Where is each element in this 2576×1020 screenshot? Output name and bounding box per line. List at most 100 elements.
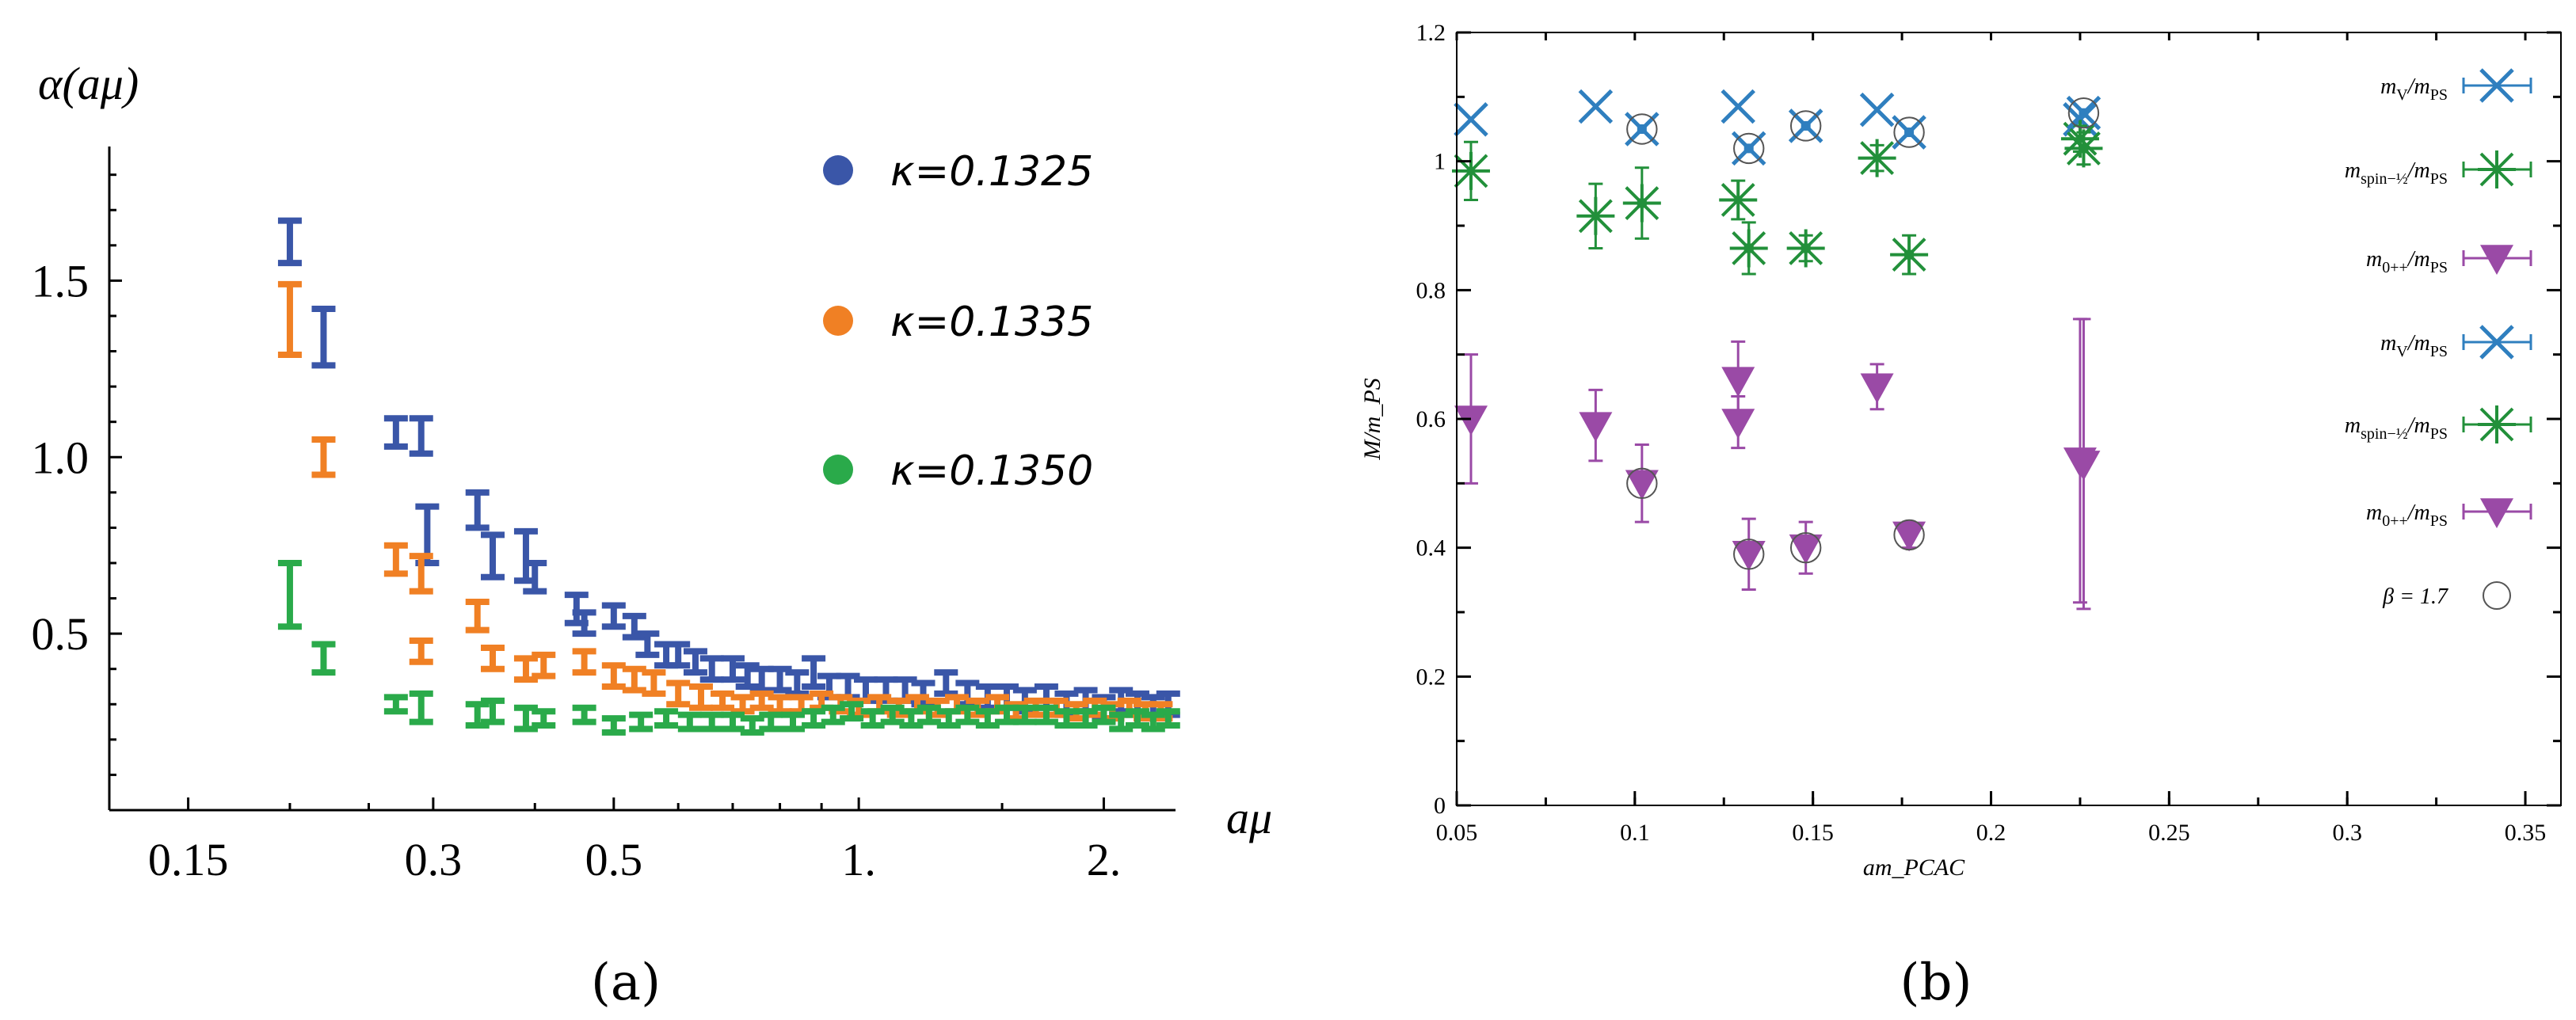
center-dot xyxy=(1801,243,1811,253)
tspan: m xyxy=(2366,247,2382,272)
panel-a-axes: 0.5 1.0 1.5 0.15 0.3 0.5 1. 2. α(aμ) aμ xyxy=(32,58,1273,885)
center-dot xyxy=(1904,530,1915,540)
tspan: /m xyxy=(2406,331,2430,356)
x-tick-label: 0.15 xyxy=(1792,820,1834,846)
x-tick-label: 2. xyxy=(1087,834,1122,885)
tspan: spin−½ xyxy=(2361,170,2408,188)
center-dot xyxy=(2079,143,2089,154)
triangle-marker xyxy=(2480,245,2513,275)
tspan: /m xyxy=(2406,74,2430,99)
y-tick-label: 0.4 xyxy=(1416,535,1446,561)
tspan: PS xyxy=(2430,512,2448,530)
center-dot xyxy=(1637,198,1647,208)
legend-label-visual-3: mV/mPS xyxy=(2380,331,2448,360)
triangle-marker xyxy=(1454,405,1488,436)
circle-marker xyxy=(1789,531,1822,564)
y-tick-label: 0.5 xyxy=(32,608,90,660)
y-tick-label: 1.5 xyxy=(32,255,90,306)
circle-marker xyxy=(1626,113,1658,145)
tspan: 0++ xyxy=(2382,512,2408,530)
center-dot xyxy=(1743,549,1754,559)
caption-b: (b) xyxy=(1900,953,1972,1012)
tspan: m xyxy=(2366,500,2382,525)
x-marker-stroke xyxy=(1454,102,1488,137)
panel-a-legend: κ=0.1325 κ=0.1335 κ=0.1350 xyxy=(823,148,1093,495)
x-marker-stroke xyxy=(2479,325,2514,360)
triangle-marker xyxy=(1721,409,1755,440)
circle-marker xyxy=(1893,519,1925,551)
circle-marker xyxy=(2067,97,2100,129)
center-dot xyxy=(1801,542,1811,553)
circle-marker xyxy=(1733,539,1765,570)
x-tick-label: 0.1 xyxy=(1620,820,1650,846)
series-b-5 xyxy=(1625,318,2101,611)
series-b-0 xyxy=(1454,89,2098,137)
x-marker-stroke xyxy=(1859,92,1895,128)
tspan: V xyxy=(2396,343,2408,360)
series-b-1 xyxy=(1451,120,2099,249)
y-tick-label: 0.8 xyxy=(1416,277,1446,303)
x-marker-stroke xyxy=(2479,68,2514,103)
captions: (a) (b) xyxy=(591,953,1972,1012)
panel-b-legend: m_V/m_PSmV/mPSm_spin-1/2/m_PSmspin−½/mPS… xyxy=(2345,68,2532,610)
y-tick-label: 0.2 xyxy=(1416,664,1446,690)
x-tick-label: 0.5 xyxy=(585,834,643,885)
center-dot xyxy=(1904,128,1915,138)
legend-label-visual-2: m0++/mPS xyxy=(2366,247,2448,276)
x-tick-label: 0.35 xyxy=(2505,820,2547,846)
legend-label-visual-5: m0++/mPS xyxy=(2366,500,2448,530)
series-a-1 xyxy=(277,280,1173,722)
triangle-marker xyxy=(2480,498,2513,528)
y-tick-label: 0.6 xyxy=(1416,406,1446,432)
circle-marker xyxy=(1733,132,1765,165)
tspan: m xyxy=(2345,158,2361,183)
x-tick-label: 0.05 xyxy=(1436,820,1478,846)
series-a-2 xyxy=(277,559,1180,736)
center-dot xyxy=(1743,143,1754,154)
y-tick-label: 1 xyxy=(1434,149,1446,175)
series-b-3 xyxy=(1625,95,2102,166)
panel-b-datapoints xyxy=(1451,89,2103,611)
tspan: /m xyxy=(2406,500,2430,525)
x-marker-stroke xyxy=(1721,89,1756,124)
tspan: m xyxy=(2345,413,2361,438)
x-tick-label: 0.25 xyxy=(2148,820,2190,846)
y-axis-title: M/m_PS xyxy=(1359,378,1385,460)
tspan: PS xyxy=(2430,170,2448,188)
center-dot xyxy=(1904,249,1915,260)
legend-label-2: κ=0.1350 xyxy=(890,447,1093,495)
legend-label-6: β = 1.7 xyxy=(2382,584,2448,609)
x-tick-label: 0.15 xyxy=(148,834,229,885)
tspan: PS xyxy=(2430,343,2448,360)
y-tick-label: 0 xyxy=(1434,793,1446,819)
x-tick-label: 0.3 xyxy=(405,834,463,885)
triangle-marker xyxy=(1721,367,1755,398)
x-tick-label: 0.2 xyxy=(1976,820,2006,846)
center-dot xyxy=(1637,124,1647,134)
series-b-4 xyxy=(1622,129,2103,276)
y-tick-label: 1.2 xyxy=(1416,20,1446,46)
tspan: PS xyxy=(2430,425,2448,443)
triangle-marker xyxy=(1860,373,1894,404)
circle-marker xyxy=(2483,581,2511,610)
tspan: spin−½ xyxy=(2361,425,2408,443)
panel-a: 0.51.01.50.15 0.3 0.5 1. 2.α(aμ)aμ κ=0.1325κ… xyxy=(32,58,1273,885)
tspan: /m xyxy=(2406,247,2430,272)
triangle-marker xyxy=(1579,412,1613,443)
legend-label-0: κ=0.1325 xyxy=(890,148,1093,196)
tspan: m xyxy=(2380,74,2396,99)
legend-label-visual-0: mV/mPS xyxy=(2380,74,2448,104)
circle-marker xyxy=(1893,116,1925,148)
tspan: /m xyxy=(2406,158,2430,183)
series-b-6 xyxy=(1626,97,2100,570)
center-dot xyxy=(1637,478,1647,489)
x-tick-label: 0.3 xyxy=(2332,820,2362,846)
x-tick-label: 1. xyxy=(841,834,876,885)
legend-marker-0 xyxy=(823,155,853,185)
tspan: /m xyxy=(2406,413,2430,438)
series-b-2 xyxy=(1454,318,2097,604)
tspan: m xyxy=(2380,331,2396,356)
tspan: PS xyxy=(2430,259,2448,276)
tspan: 0++ xyxy=(2382,259,2408,276)
